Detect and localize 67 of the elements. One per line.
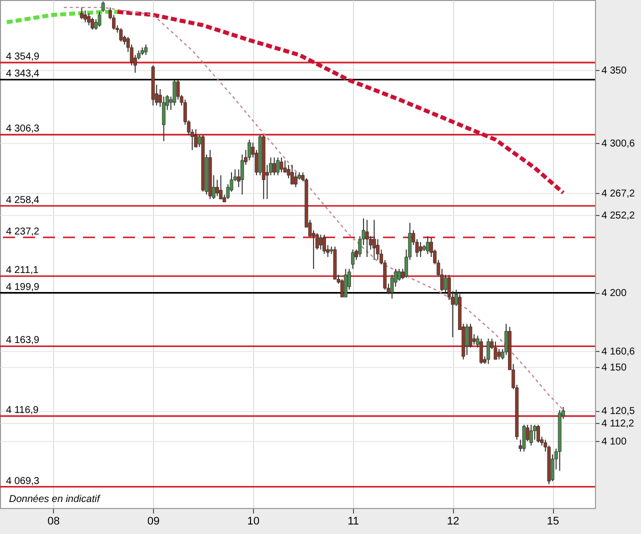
- candlestick: [318, 234, 322, 250]
- y-tick-label: 4 300,6: [602, 138, 636, 150]
- candlestick: [119, 28, 123, 42]
- ref-line-label: 4 163,9: [6, 335, 40, 346]
- candlestick: [365, 219, 369, 258]
- candlestick: [426, 236, 430, 254]
- candlestick: [494, 341, 498, 360]
- ref-line-label: 4 306,3: [6, 124, 40, 135]
- line-series: [115, 10, 566, 195]
- y-tick-label: 4 160,6: [602, 346, 636, 358]
- x-tick-label: 08: [48, 516, 60, 528]
- y-tick-label: 4 100: [602, 436, 627, 448]
- candlestick: [522, 424, 526, 452]
- y-tick-label: 4 120,5: [602, 406, 636, 418]
- x-tick-label: 10: [247, 516, 260, 528]
- candlestick: [322, 234, 326, 254]
- candlestick: [87, 12, 91, 26]
- candlestick: [272, 156, 276, 176]
- candlestick: [344, 268, 348, 298]
- x-tick-label: 15: [546, 516, 560, 528]
- x-tick-label: 12: [447, 516, 460, 528]
- candlestick: [486, 338, 490, 364]
- candlestick: [480, 338, 483, 364]
- y-tick-label: 4 112,2: [602, 418, 635, 430]
- candlestick: [194, 128, 198, 148]
- ref-line-label: 4 069,3: [6, 476, 40, 487]
- ref-line-label: 4 258,4: [6, 194, 40, 206]
- ref-line-label: 4 343,4: [6, 68, 40, 80]
- candlestick: [372, 219, 376, 260]
- candlestick: [248, 139, 252, 161]
- ref-line-label: 4 354,9: [6, 52, 40, 63]
- x-tick-label: 09: [147, 516, 160, 528]
- candlestick: [294, 172, 298, 188]
- candlestick: [280, 156, 284, 173]
- ref-line-label: 4 199,9: [6, 282, 40, 293]
- ref-line-label: 4 237,2: [6, 226, 40, 238]
- candlestick: [84, 10, 87, 23]
- candlestick: [172, 80, 176, 106]
- candlestick: [536, 424, 540, 444]
- annotation: Données en indicatif: [9, 494, 101, 505]
- candlestick: [80, 6, 84, 20]
- candlestick: [290, 164, 294, 185]
- x-tick-label: 11: [348, 516, 359, 528]
- candlestick: [276, 156, 280, 176]
- candlestick: [240, 154, 244, 196]
- y-tick-label: 4 150: [602, 362, 627, 374]
- candlestick: [340, 278, 344, 298]
- candlestick: [418, 242, 422, 258]
- candlestick: [101, 0, 105, 12]
- candlestick: [397, 268, 401, 282]
- candlestick: [90, 17, 94, 30]
- candlestick: [465, 323, 469, 356]
- candlestick: [216, 179, 219, 197]
- candlestick: [468, 323, 472, 348]
- y-tick-label: 4 350: [602, 65, 627, 76]
- candlestick: [219, 174, 223, 200]
- candlestick: [529, 424, 533, 446]
- candlestick: [144, 44, 148, 56]
- y-tick-label: 4 252,2: [602, 210, 636, 222]
- candlestick: [98, 11, 102, 28]
- candlestick: [351, 249, 354, 270]
- y-tick-label: 4 267,2: [602, 188, 636, 200]
- candlestick: [444, 274, 448, 294]
- ref-line-label: 4 116,9: [6, 405, 40, 416]
- y-tick-label: 4 200: [602, 288, 627, 300]
- ref-line-label: 4 211,1: [6, 265, 40, 276]
- candlestick: [497, 348, 501, 360]
